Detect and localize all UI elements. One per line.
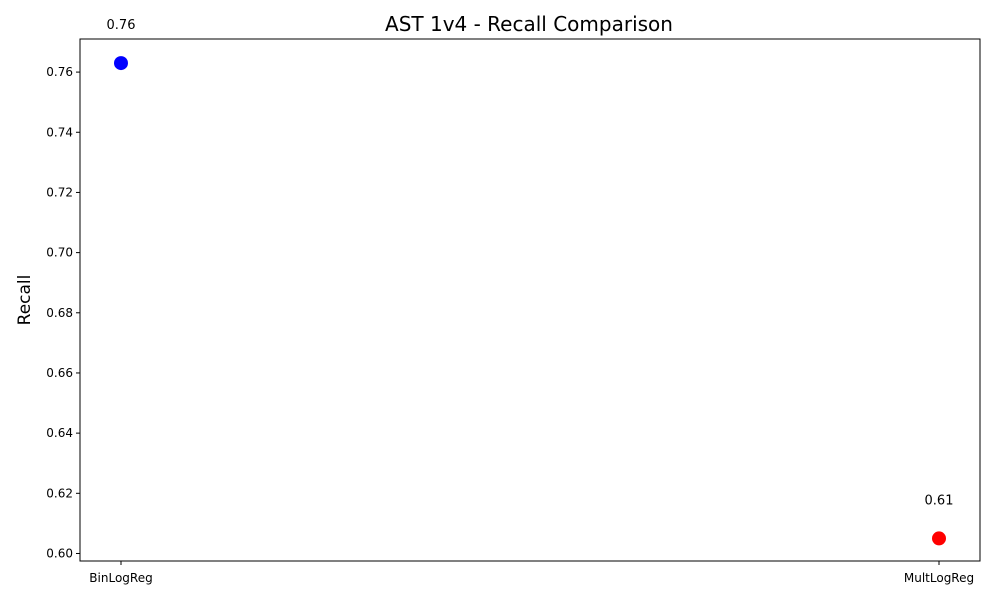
data-label-binlogreg: 0.76 [107,18,136,33]
x-tick-label: MultLogReg [904,571,974,585]
y-tick-label: 0.70 [46,246,73,260]
y-tick-label: 0.64 [46,426,73,440]
x-tick-label: BinLogReg [89,571,152,585]
data-point-multlogreg [932,531,946,546]
y-tick-label: 0.62 [46,486,73,500]
y-axis-label: Recall [15,275,35,326]
y-tick-label: 0.72 [46,185,73,199]
plot-frame [79,38,981,562]
chart-title: AST 1v4 - Recall Comparison [385,12,673,36]
y-tick-label: 0.66 [46,366,73,380]
data-point-binlogreg [114,56,128,71]
data-labels: 0.76 0.61 [107,18,954,508]
y-tick-label: 0.68 [46,306,73,320]
y-tick-label: 0.74 [46,125,73,139]
y-tick-label: 0.76 [46,65,73,79]
y-tick-label: 0.60 [46,546,73,560]
y-axis-ticks: 0.60 0.62 0.64 0.66 0.68 0.70 0.72 0.74 0.76 [46,65,80,560]
x-axis-ticks: BinLogReg MultLogReg [89,561,974,585]
data-label-multlogreg: 0.61 [925,493,954,508]
data-points [114,56,946,546]
